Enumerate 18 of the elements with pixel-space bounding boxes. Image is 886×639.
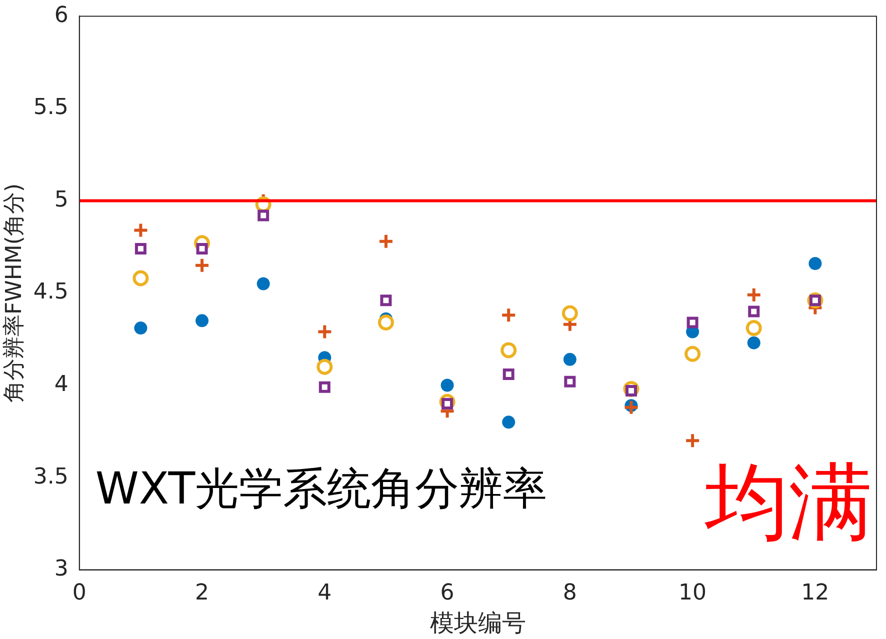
y-tick-label: 3.5 <box>33 464 68 490</box>
y-tick-label: 4 <box>54 372 68 397</box>
y-tick-label: 3 <box>54 556 68 582</box>
x-tick-label: 6 <box>440 580 454 606</box>
y-tick-label: 5.5 <box>33 95 68 120</box>
x-tick-label: 8 <box>562 580 577 606</box>
y-tick-label: 4.5 <box>33 280 68 305</box>
x-tick-label: 2 <box>195 580 210 606</box>
annotation: 均满 <box>704 453 874 552</box>
x-tick-label: 4 <box>318 580 332 606</box>
y-axis-title: 角分辨率FWHM(角分) <box>2 183 27 403</box>
x-tick-label: 0 <box>72 580 86 606</box>
x-axis-title: 模块编号 <box>430 608 526 637</box>
x-tick-label: 12 <box>801 580 830 606</box>
y-tick-label: 5 <box>54 187 68 212</box>
annotation: WXT光学系统角分辨率 <box>95 463 548 514</box>
x-tick-label: 10 <box>678 580 707 606</box>
y-tick-label: 6 <box>54 2 68 28</box>
